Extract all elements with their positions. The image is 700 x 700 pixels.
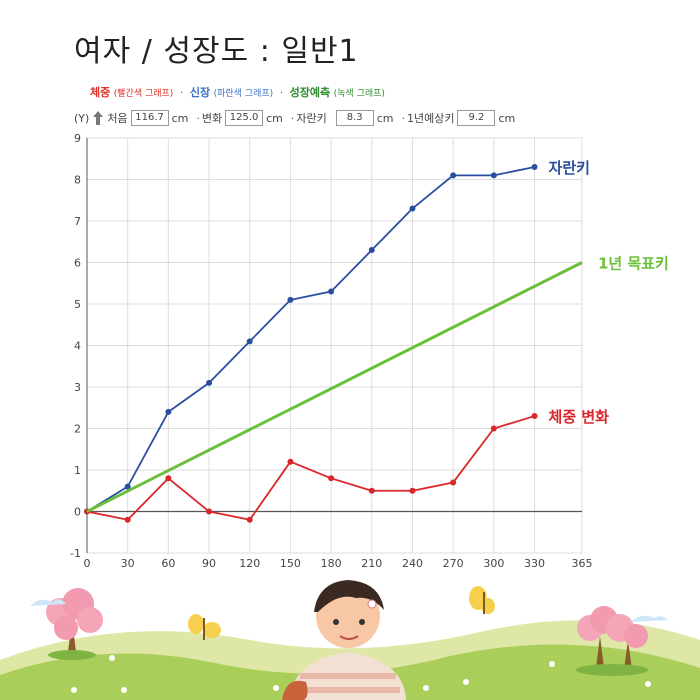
current-height-field[interactable]: 125.0: [225, 110, 264, 126]
y-tick-label: -1: [70, 547, 81, 560]
expected-label: 1년예상키: [406, 112, 455, 125]
x-tick-label: 180: [321, 557, 342, 570]
y-tick-label: 7: [74, 215, 81, 228]
data-point: [450, 172, 457, 179]
x-tick-label: 240: [402, 557, 423, 570]
data-point: [368, 487, 375, 494]
y-tick-label: 1: [74, 464, 81, 477]
data-point: [287, 458, 294, 465]
series-line: [86, 415, 535, 521]
legend-forecast-name: 성장예측: [289, 86, 331, 99]
data-point: [124, 516, 131, 523]
data-point: [409, 487, 416, 494]
y-tick-label: 0: [74, 506, 81, 519]
y-tick-label: 3: [74, 381, 81, 394]
data-point: [287, 296, 294, 303]
series-label: 자란키: [549, 159, 590, 177]
x-tick-label: 300: [483, 557, 504, 570]
legend-height-note: (파란색 그래프): [213, 89, 274, 99]
x-tick-label: 270: [443, 557, 464, 570]
x-tick-label: 330: [524, 557, 545, 570]
bullet: ·: [401, 111, 405, 125]
expected-growth-field[interactable]: 9.2: [457, 110, 496, 126]
legend-separator: ·: [279, 86, 284, 99]
x-tick-label: 210: [361, 557, 382, 570]
series-line: [86, 166, 535, 513]
y-tick-label: 6: [74, 257, 81, 270]
series-line: [86, 261, 583, 513]
x-tick-label: 120: [239, 557, 260, 570]
start-height-field[interactable]: 116.7: [130, 110, 169, 126]
data-point: [328, 288, 335, 295]
start-unit: cm: [171, 111, 189, 125]
data-point: [328, 475, 335, 482]
data-point: [246, 516, 253, 523]
data-point: [450, 479, 457, 486]
start-label: 처음: [107, 112, 128, 125]
data-point: [490, 425, 497, 432]
x-tick-label: 0: [84, 557, 91, 570]
series-label: 체중 변화: [549, 408, 610, 426]
info-row: (Y) 처음 116.7 cm · 변화 125.0 cm · 자란키 8.3 …: [74, 110, 515, 126]
x-tick-label: 60: [161, 557, 175, 570]
data-point: [531, 164, 538, 171]
growth-field[interactable]: 8.3: [335, 110, 374, 126]
change-label: 변화: [201, 112, 223, 125]
legend-separator: ·: [179, 86, 184, 99]
bullet: ·: [196, 111, 200, 125]
data-point: [490, 172, 497, 179]
data-point: [206, 379, 213, 386]
legend-weight-note: (빨간색 그래프): [113, 89, 174, 99]
y-axis-label: (Y): [74, 111, 90, 125]
y-tick-label: 4: [74, 340, 81, 353]
x-tick-label: 365: [572, 557, 593, 570]
x-tick-label: 150: [280, 557, 301, 570]
y-tick-label: 9: [74, 132, 81, 145]
data-point: [165, 475, 172, 482]
data-point: [124, 483, 131, 490]
legend: 체중 (빨간색 그래프) · 신장 (파란색 그래프) · 성장예측 (녹색 그…: [90, 84, 385, 100]
growth-unit: cm: [376, 111, 394, 125]
x-tick-label: 30: [121, 557, 135, 570]
change-unit: cm: [266, 111, 283, 125]
growth-label: 자란키: [296, 112, 327, 125]
series-label: 1년 목표키: [598, 255, 669, 273]
data-point: [531, 413, 538, 420]
page-title: 여자 / 성장도 : 일반1: [74, 34, 359, 69]
x-tick-label: 90: [202, 557, 216, 570]
data-point: [368, 247, 375, 254]
y-tick-label: 5: [74, 298, 81, 311]
legend-forecast-note: (녹색 그래프): [333, 89, 385, 99]
legend-weight-name: 체중: [90, 86, 111, 99]
y-tick-label: 2: [74, 423, 81, 436]
data-point: [409, 205, 416, 212]
legend-height-name: 신장: [189, 86, 211, 99]
bullet: ·: [290, 111, 295, 125]
y-tick-label: 8: [74, 174, 81, 187]
data-point: [246, 338, 253, 345]
person-up-icon: [93, 111, 104, 125]
data-point: [206, 508, 213, 515]
data-point: [165, 408, 172, 415]
expected-unit: cm: [498, 111, 516, 125]
